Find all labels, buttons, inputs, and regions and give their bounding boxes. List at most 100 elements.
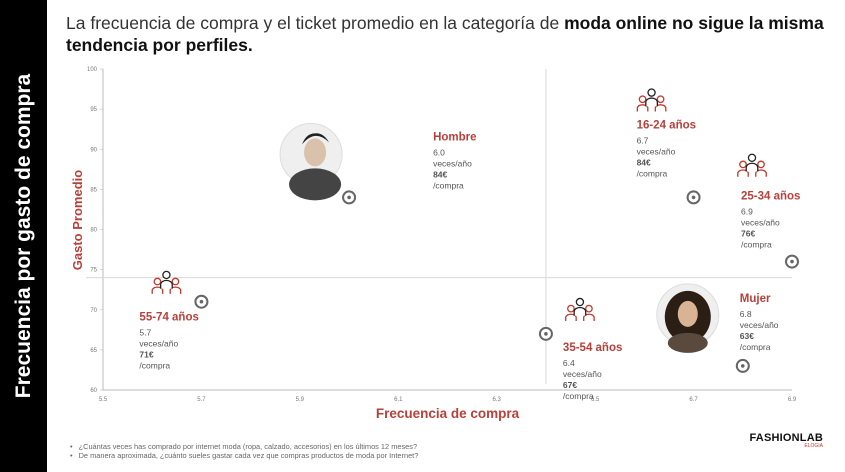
data-point-center — [347, 195, 351, 200]
segment-frequency-unit: veces/año — [139, 339, 178, 349]
segment-frequency-unit: veces/año — [563, 369, 602, 379]
segment-spend-value: 71€ — [139, 350, 153, 360]
segment-label: 25-34 años — [741, 191, 800, 203]
group-people-icon — [565, 297, 595, 321]
x-tick-label: 5.9 — [296, 397, 305, 403]
group-people-icon — [636, 88, 667, 112]
person-body — [151, 286, 164, 294]
x-axis-label: Frecuencia de compra — [376, 406, 520, 421]
axes-layer: 5.5 5.7 5.9 6.1 6.3 6.5 6.7 6.9 60 65 70 75 80 85 90 95… — [70, 67, 797, 421]
person-head — [171, 277, 180, 286]
segment-spend-value: 84€ — [637, 157, 651, 167]
x-tick-label: 6.3 — [493, 397, 502, 403]
segment-frequency-value: 6.7 — [637, 135, 649, 145]
group-people-icon — [737, 153, 767, 177]
segment-frequency-unit: veces/año — [740, 320, 779, 330]
hair — [302, 133, 330, 145]
x-tick-label: 6.1 — [394, 397, 403, 403]
x-tick-label: 5.5 — [99, 397, 108, 403]
data-point-center — [544, 332, 548, 336]
segment-label: 16-24 años — [637, 119, 696, 131]
sidebar-band: Frecuencia por gasto de compra — [0, 0, 47, 472]
y-tick-label: 65 — [90, 348, 97, 354]
segment-spend-value: 63€ — [740, 331, 754, 341]
person-head — [647, 88, 656, 97]
y-axis-label: Gasto Promedio — [70, 170, 85, 270]
y-tick-label: 80 — [90, 228, 97, 234]
segment-frequency-value: 6.4 — [563, 358, 575, 368]
data-point-center — [740, 364, 745, 368]
person-body — [573, 306, 587, 316]
x-tick-label: 6.7 — [689, 397, 698, 403]
person-body — [636, 104, 649, 112]
y-tick-label: 70 — [90, 308, 97, 314]
footnote-2: De manera aproximada, ¿cuánto sueles gas… — [70, 451, 419, 460]
x-tick-label: 6.9 — [788, 397, 797, 403]
y-tick-label: 75 — [90, 268, 97, 274]
person-head — [162, 270, 171, 280]
fashionlab-logo: FASHIONLAB ELOGIA — [750, 432, 824, 449]
segment-spend-unit: /compra — [637, 168, 668, 178]
footnotes: ¿Cuántas veces has comprado por internet… — [70, 442, 419, 460]
headline: La frecuencia de compra y el ticket prom… — [66, 12, 826, 56]
segment-spend-unit: /compra — [741, 240, 772, 250]
x-tick-label: 5.7 — [197, 397, 206, 403]
person-head — [638, 95, 647, 104]
group-people-icon — [151, 270, 182, 294]
segment-spend-unit: /compra — [139, 361, 170, 371]
footnote-1: ¿Cuántas veces has comprado por internet… — [70, 442, 418, 451]
segment-label: 55-74 años — [139, 312, 198, 324]
person-body — [745, 162, 759, 172]
logo-main: FASHIONLAB — [749, 432, 823, 444]
segment-spend-value: 67€ — [563, 380, 577, 390]
person-body — [755, 169, 767, 177]
person-head — [153, 277, 162, 286]
segment-spend-value: 84€ — [433, 169, 447, 179]
person-head — [575, 297, 585, 307]
segment-frequency-unit: veces/año — [741, 218, 780, 228]
segment-frequency-value: 6.8 — [740, 309, 752, 319]
segment-frequency-value: 6.9 — [741, 207, 753, 217]
person-head — [757, 160, 765, 169]
person-body — [645, 97, 658, 107]
data-point-center — [691, 195, 696, 200]
data-point-center — [199, 299, 204, 304]
segment-spend-value: 76€ — [741, 229, 755, 239]
y-tick-label: 95 — [90, 107, 97, 113]
segment-frequency-value: 6.0 — [433, 147, 445, 157]
data-point-center — [790, 259, 794, 264]
person-body — [583, 313, 595, 321]
person-body — [160, 279, 173, 289]
face — [677, 300, 698, 327]
man-photo-icon — [279, 122, 343, 201]
x-tick-label: 6.5 — [591, 397, 600, 403]
headline-normal: La frecuencia de compra y el ticket prom… — [66, 13, 565, 33]
logo-sub: ELOGIA — [804, 443, 823, 449]
face — [304, 138, 327, 167]
y-tick-label: 90 — [90, 147, 97, 153]
segment-spend-unit: /compra — [433, 180, 464, 190]
segment-label: 35-54 años — [563, 342, 622, 354]
segment-frequency-unit: veces/año — [637, 146, 676, 156]
segment-label: Hombre — [433, 131, 476, 143]
person-body — [565, 313, 577, 321]
segment-frequency-unit: veces/año — [433, 158, 472, 168]
person-head — [747, 153, 757, 163]
person-body — [737, 169, 749, 177]
segment-label: Mujer — [740, 293, 771, 305]
person-head — [739, 160, 747, 169]
y-tick-label: 60 — [90, 388, 97, 394]
segment-frequency-value: 5.7 — [139, 328, 151, 338]
person-head — [567, 304, 575, 313]
person-body — [169, 286, 182, 294]
shoulders — [667, 332, 708, 353]
headline-bold: moda online no sigue la misma tendencia … — [66, 13, 824, 55]
y-tick-label: 100 — [87, 67, 98, 73]
person-body — [654, 104, 667, 112]
woman-photo-icon — [656, 283, 720, 353]
y-tick-label: 85 — [90, 187, 97, 193]
segment-spend-unit: /compra — [563, 391, 594, 401]
person-head — [656, 95, 665, 104]
